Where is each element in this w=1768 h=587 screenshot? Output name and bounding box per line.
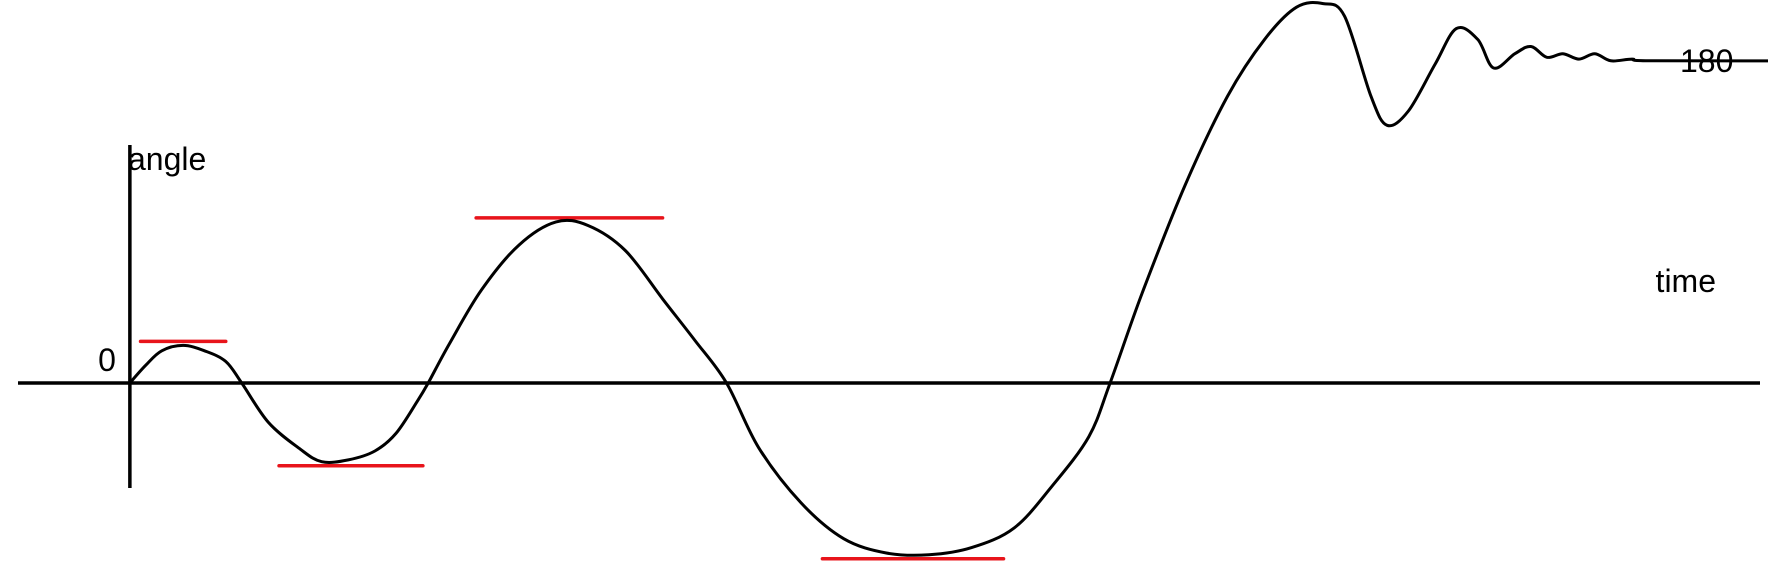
peak-markers [138,216,1006,561]
axes [18,145,1760,488]
y-tick-label-180: 180 [1680,43,1733,79]
y-axis-label: angle [128,141,206,177]
x-axis-label: time [1656,263,1716,299]
axis-labels: angle time 0 180 [98,43,1733,378]
y-tick-label-0: 0 [98,342,116,378]
series-line-1 [128,0,1768,557]
angle-curve [128,0,1768,557]
